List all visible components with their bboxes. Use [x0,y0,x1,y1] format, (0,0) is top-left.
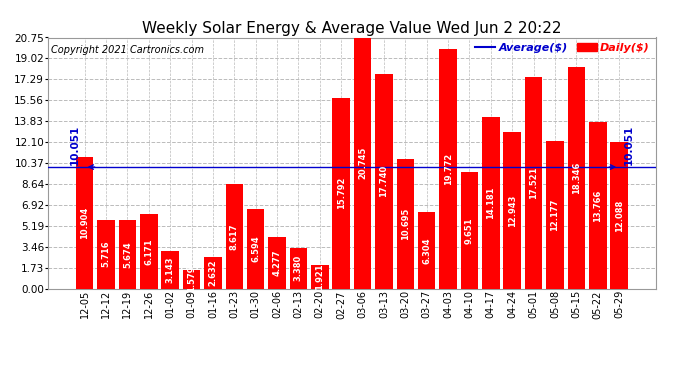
Bar [611,142,628,289]
Bar [226,184,243,289]
Text: 13.766: 13.766 [593,189,602,222]
Text: 12.177: 12.177 [551,199,560,231]
Text: 18.346: 18.346 [572,162,581,194]
Bar [354,38,371,289]
Text: 5.674: 5.674 [123,241,132,268]
Text: 6.171: 6.171 [144,238,153,265]
Bar [140,214,157,289]
Bar [76,157,93,289]
Text: 3.380: 3.380 [294,255,303,281]
Text: 17.740: 17.740 [380,165,388,198]
Bar [204,257,221,289]
Text: 10.904: 10.904 [80,207,89,239]
Bar [461,172,478,289]
Text: 20.745: 20.745 [358,147,367,179]
Text: 2.632: 2.632 [208,260,217,286]
Bar [290,248,307,289]
Bar [440,50,457,289]
Bar [311,266,328,289]
Bar [268,237,286,289]
Text: 3.143: 3.143 [166,256,175,283]
Bar [546,141,564,289]
Title: Weekly Solar Energy & Average Value Wed Jun 2 20:22: Weekly Solar Energy & Average Value Wed … [142,21,562,36]
Text: 15.792: 15.792 [337,177,346,209]
Text: 1.579: 1.579 [187,266,196,292]
Bar [247,209,264,289]
Text: 8.617: 8.617 [230,224,239,250]
Text: 14.181: 14.181 [486,187,495,219]
Text: 9.651: 9.651 [465,217,474,244]
Text: 10.051: 10.051 [70,125,80,165]
Text: 5.716: 5.716 [101,241,110,267]
Bar [375,74,393,289]
Legend: Average($), Daily($): Average($), Daily($) [475,43,650,53]
Text: 10.695: 10.695 [401,208,410,240]
Bar [525,76,542,289]
Text: 10.051: 10.051 [624,125,633,165]
Text: 12.088: 12.088 [615,200,624,232]
Bar [482,117,500,289]
Text: 12.943: 12.943 [508,194,517,226]
Bar [418,212,435,289]
Bar [97,219,115,289]
Bar [589,122,607,289]
Text: 1.921: 1.921 [315,264,324,290]
Text: 17.521: 17.521 [529,166,538,199]
Text: 6.594: 6.594 [251,236,260,262]
Bar [183,270,200,289]
Bar [397,159,414,289]
Bar [333,98,350,289]
Bar [161,251,179,289]
Text: 4.277: 4.277 [273,250,282,276]
Text: Copyright 2021 Cartronics.com: Copyright 2021 Cartronics.com [51,45,204,55]
Bar [504,132,521,289]
Bar [119,220,136,289]
Text: 19.772: 19.772 [444,153,453,185]
Bar [568,67,585,289]
Text: 6.304: 6.304 [422,237,431,264]
